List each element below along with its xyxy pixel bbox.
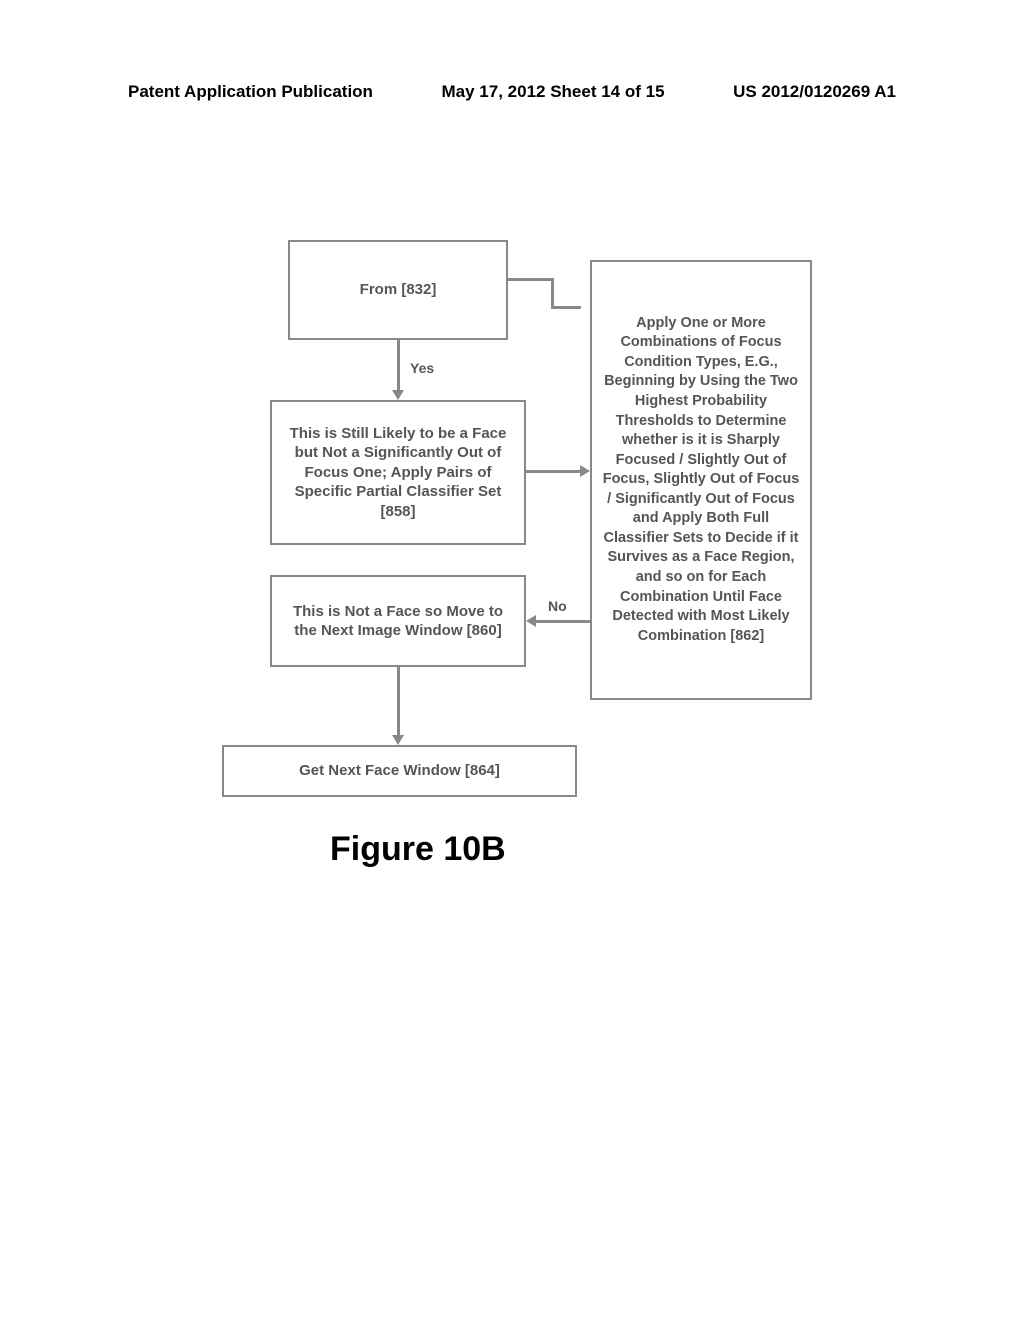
edge-832-862-v [551,278,554,308]
header-center: May 17, 2012 Sheet 14 of 15 [442,82,665,102]
node-860: This is Not a Face so Move to the Next I… [270,575,526,667]
edge-860-864 [397,667,400,735]
node-858: This is Still Likely to be a Face but No… [270,400,526,545]
node-864: Get Next Face Window [864] [222,745,577,797]
edge-832-862-h2 [551,306,581,309]
node-label: This is Not a Face so Move to the Next I… [280,602,516,641]
node-from-832: From [832] [288,240,508,340]
flowchart-diagram: From [832] This is Still Likely to be a … [0,240,1024,990]
page-header: Patent Application Publication May 17, 2… [128,82,896,102]
node-label: This is Still Likely to be a Face but No… [280,424,516,522]
header-right: US 2012/0120269 A1 [733,82,896,102]
edge-832-858 [397,340,400,390]
arrowhead-icon [392,390,404,400]
node-label: Apply One or More Combinations of Focus … [600,314,802,647]
figure-caption: Figure 10B [330,830,506,869]
arrowhead-icon [526,615,536,627]
arrowhead-icon [580,465,590,477]
node-label: From [832] [360,280,437,300]
edge-858-862 [526,470,580,473]
header-left: Patent Application Publication [128,82,373,102]
edge-862-860 [536,620,590,623]
node-label: Get Next Face Window [864] [299,761,500,781]
edge-label-no: No [548,598,567,614]
edge-832-862-h [508,278,553,281]
arrowhead-icon [392,735,404,745]
node-862: Apply One or More Combinations of Focus … [590,260,812,700]
edge-label-yes: Yes [410,360,434,376]
